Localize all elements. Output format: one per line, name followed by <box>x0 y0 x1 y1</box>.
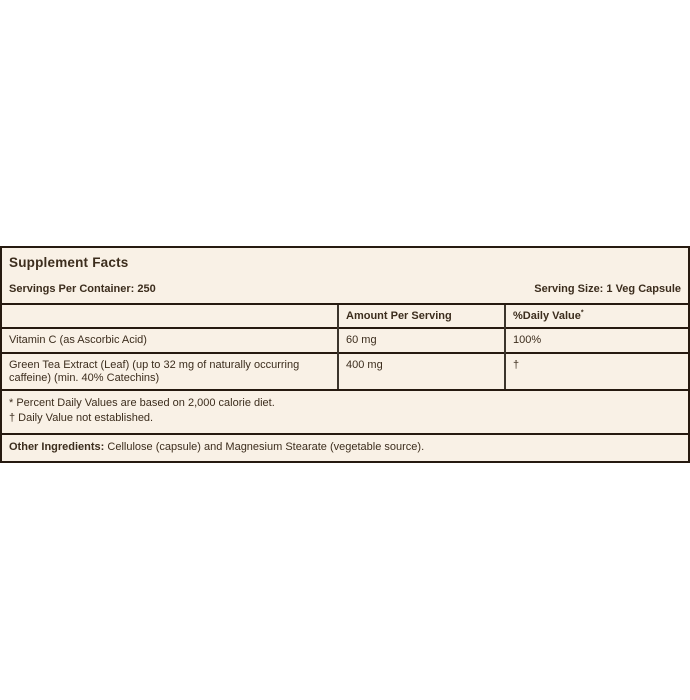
table-row: Green Tea Extract (Leaf) (up to 32 mg of… <box>2 352 688 389</box>
label-title: Supplement Facts <box>9 255 129 270</box>
footnote-daily-values: * Percent Daily Values are based on 2,00… <box>9 397 275 409</box>
other-ingredients-text: Cellulose (capsule) and Magnesium Steara… <box>104 441 425 453</box>
footnote-dagger: † Daily Value not established. <box>9 412 154 424</box>
label-head: Supplement Facts Servings Per Container:… <box>2 248 688 303</box>
supplement-facts-label: Supplement Facts Servings Per Container:… <box>0 246 690 463</box>
facts-table: Amount Per Serving %Daily Value* Vitamin… <box>2 303 688 389</box>
ingredient-amount: 60 mg <box>337 327 505 353</box>
header-row: Amount Per Serving %Daily Value* <box>2 303 688 328</box>
column-header-daily-value: %Daily Value* <box>504 303 688 328</box>
ingredient-amount: 400 mg <box>337 352 505 389</box>
ingredient-daily-value: † <box>504 352 688 389</box>
daily-value-header-text: %Daily Value <box>513 310 581 322</box>
table-row: Vitamin C (as Ascorbic Acid) 60 mg 100% <box>2 327 688 353</box>
ingredient-daily-value: 100% <box>504 327 688 353</box>
ingredient-name: Vitamin C (as Ascorbic Acid) <box>2 327 338 353</box>
serving-info-line: Servings Per Container: 250 Serving Size… <box>9 283 681 295</box>
serving-size: Serving Size: 1 Veg Capsule <box>534 283 681 295</box>
ingredient-name: Green Tea Extract (Leaf) (up to 32 mg of… <box>2 352 338 389</box>
column-header-ingredient <box>2 303 338 328</box>
other-ingredients-section: Other Ingredients: Cellulose (capsule) a… <box>2 433 688 461</box>
column-header-amount: Amount Per Serving <box>337 303 505 328</box>
footnotes-section: * Percent Daily Values are based on 2,00… <box>2 389 688 433</box>
other-ingredients-label: Other Ingredients: <box>9 441 105 453</box>
servings-per-container: Servings Per Container: 250 <box>9 283 156 295</box>
daily-value-superscript: * <box>580 309 584 317</box>
